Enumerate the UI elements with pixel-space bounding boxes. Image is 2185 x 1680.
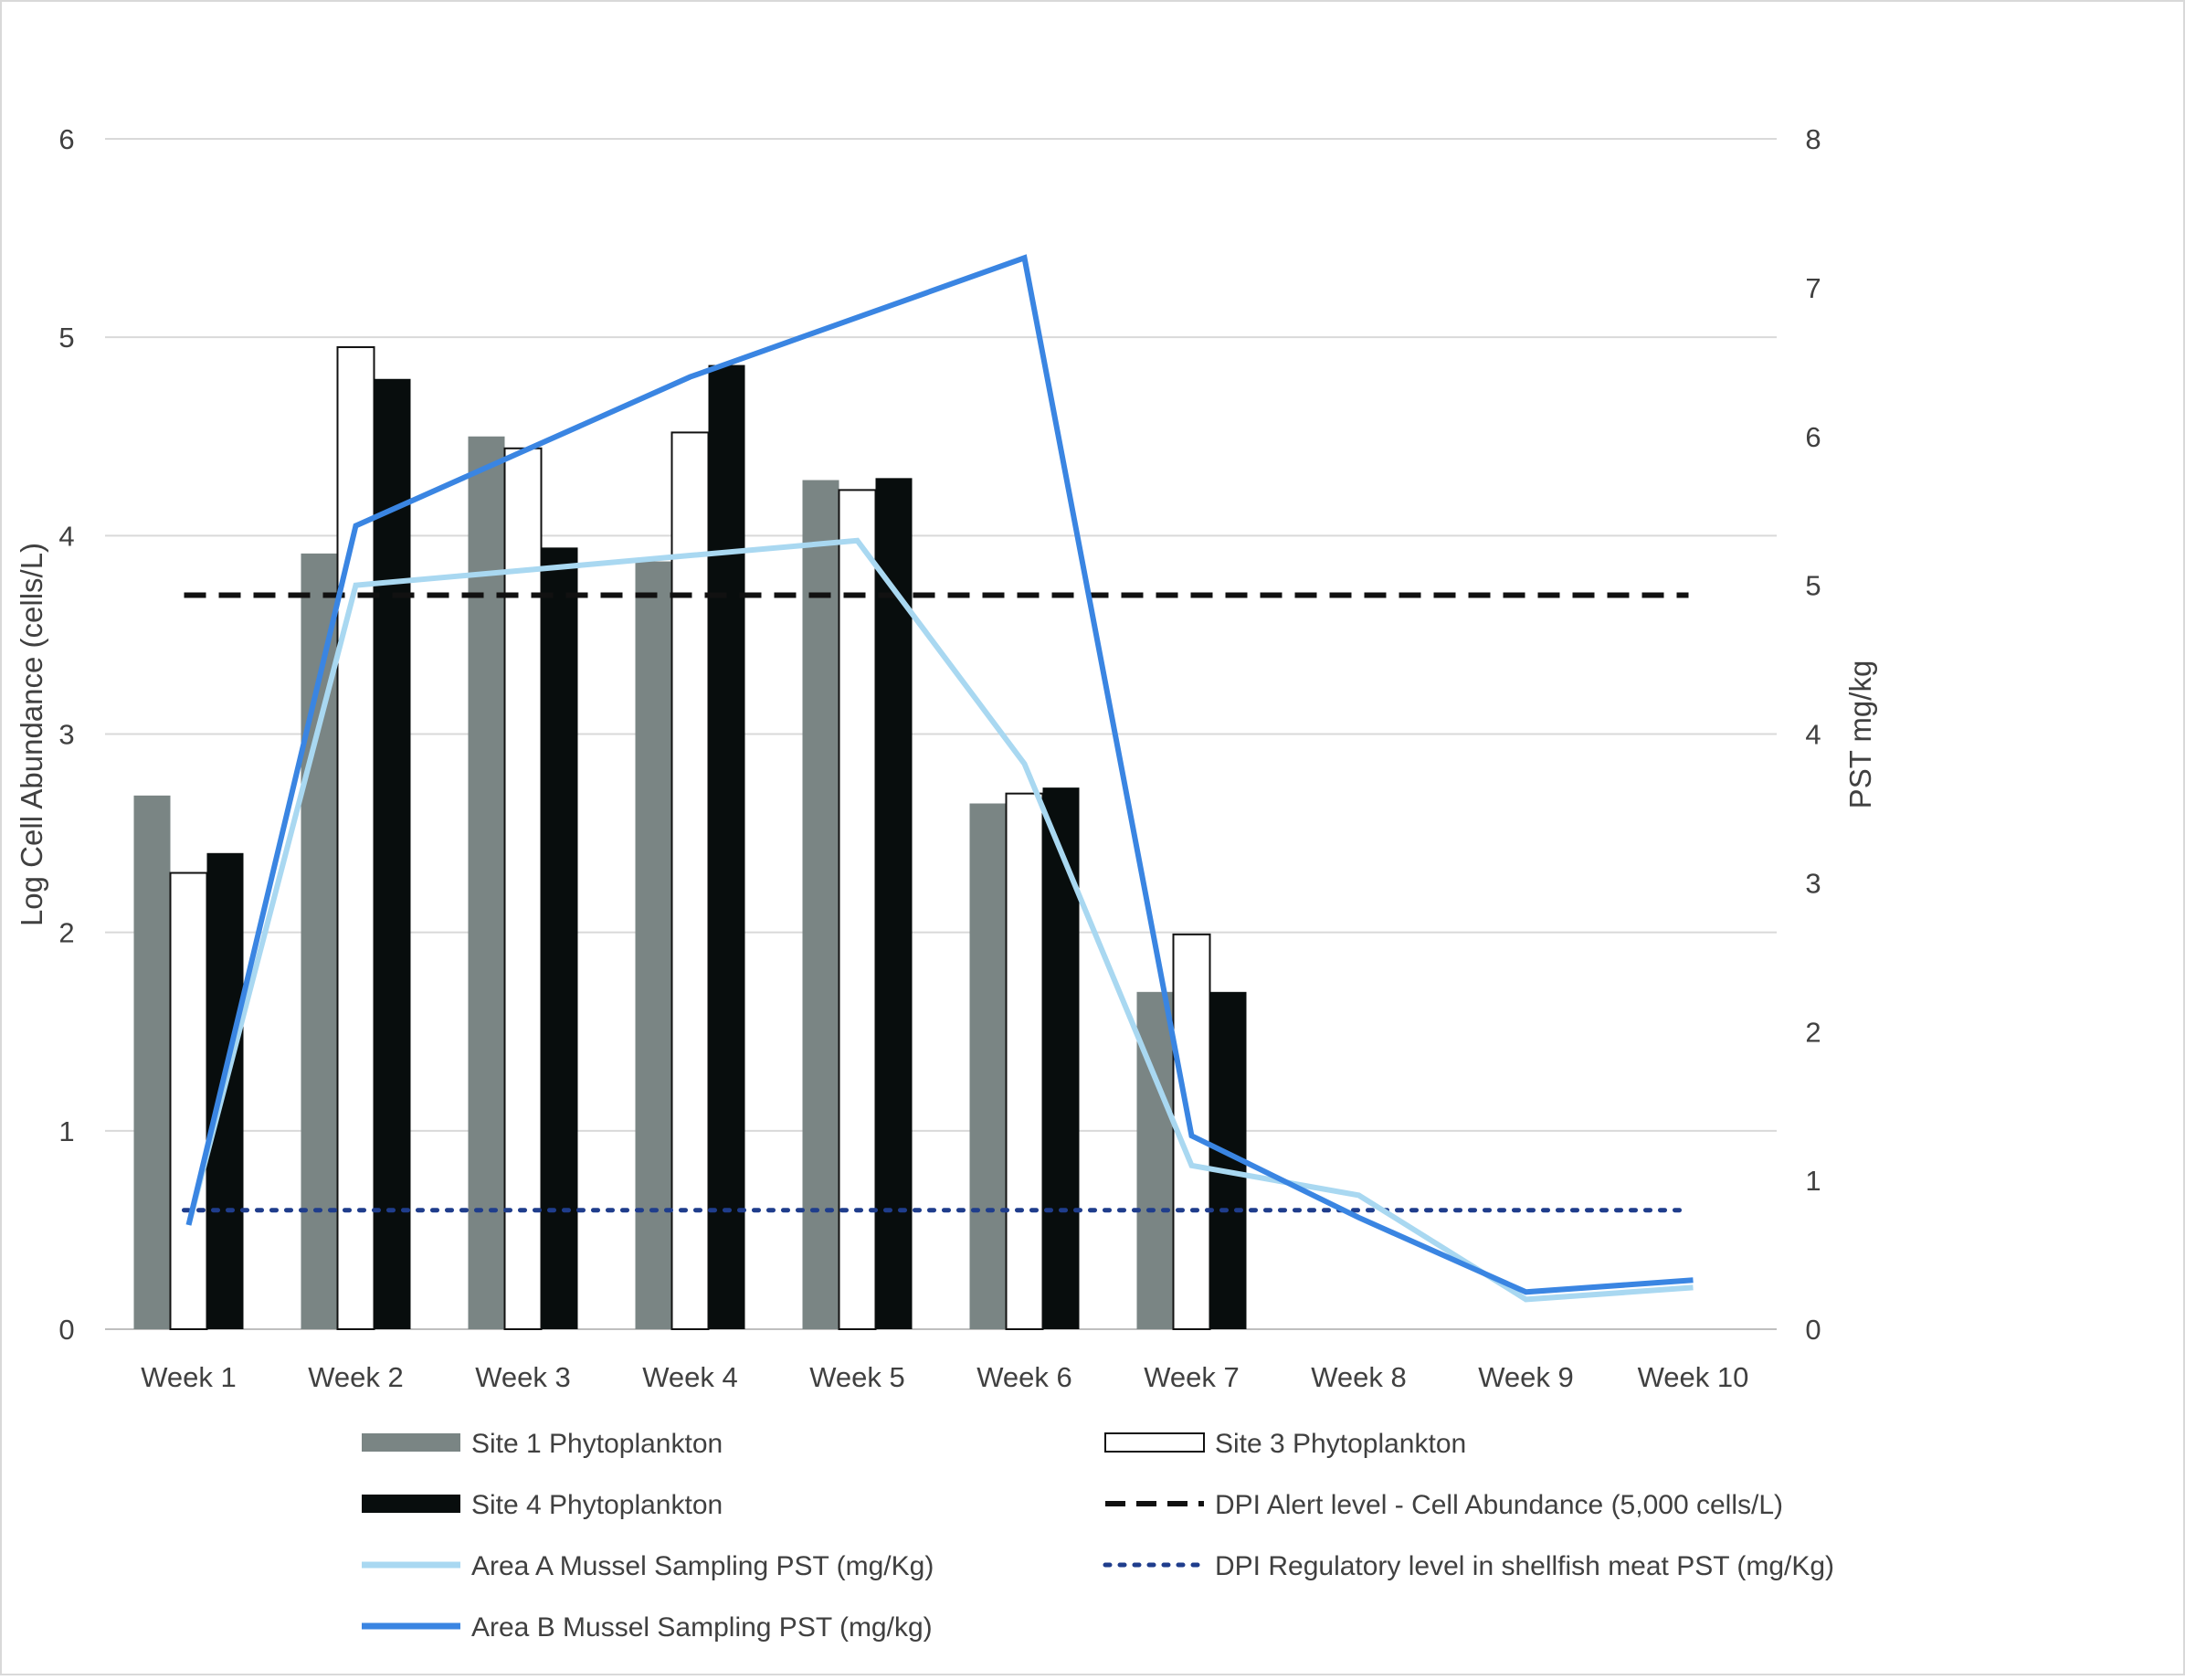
bar-1-week-6 xyxy=(969,803,1007,1329)
bar-2-week-5 xyxy=(838,489,877,1330)
y2-tick-label: 6 xyxy=(1805,421,1821,453)
line-series-area-b xyxy=(185,254,1694,1295)
x-tick-label: Week 4 xyxy=(642,1361,738,1393)
y2-tick-label: 5 xyxy=(1805,570,1821,602)
line-series-area-a xyxy=(185,537,1694,1303)
x-tick-label: Week 6 xyxy=(976,1361,1072,1393)
x-tick-label: Week 5 xyxy=(809,1361,905,1393)
legend-label: DPI Regulatory level in shellfish meat P… xyxy=(1215,1551,1834,1581)
legend-swatch xyxy=(362,1495,460,1513)
y-tick-label: 5 xyxy=(58,322,74,354)
y-axis-title: Log Cell Abundance (cells/L) xyxy=(15,543,48,926)
y2-tick-label: 2 xyxy=(1805,1016,1821,1048)
x-tick-label: Week 7 xyxy=(1144,1361,1240,1393)
y-tick-label: 6 xyxy=(58,123,74,155)
x-axis-ticks: Week 1 Week 2 Week 3 Week 4 Week 5 Week 6 Week… xyxy=(141,1361,1748,1393)
bar-1-week-5 xyxy=(802,480,839,1329)
y2-tick-label: 3 xyxy=(1805,867,1821,899)
bar-3-week-3 xyxy=(541,547,578,1329)
line-series xyxy=(185,254,1694,1303)
y2-tick-label: 4 xyxy=(1805,719,1821,751)
x-tick-label: Week 3 xyxy=(475,1361,571,1393)
bar-3-week-4 xyxy=(708,365,745,1329)
legend: Site 1 Phytoplankton Site 3 Phytoplankton… xyxy=(362,1429,1834,1643)
y-axis-ticks: 0 1 2 3 4 5 6 xyxy=(58,123,74,1346)
y2-axis-ticks: 0 1 2 3 4 5 6 7 8 xyxy=(1805,123,1821,1346)
y-tick-label: 1 xyxy=(58,1115,74,1147)
bar-1-week-3 xyxy=(468,436,505,1329)
legend-label: Site 3 Phytoplankton xyxy=(1215,1429,1466,1459)
y-tick-label: 4 xyxy=(58,520,74,552)
x-tick-label: Week 1 xyxy=(141,1361,237,1393)
legend-label: Area B Mussel Sampling PST (mg/kg) xyxy=(471,1612,933,1643)
y2-tick-label: 7 xyxy=(1805,272,1821,304)
bar-2-week-3 xyxy=(503,447,543,1330)
y-tick-label: 2 xyxy=(58,917,74,949)
legend-label: Site 1 Phytoplankton xyxy=(471,1429,723,1459)
legend-label: Area A Mussel Sampling PST (mg/Kg) xyxy=(471,1551,934,1581)
bar-3-week-2 xyxy=(374,378,411,1329)
bar-2-week-4 xyxy=(670,431,710,1330)
y2-axis-title: PST mg/kg xyxy=(1843,660,1877,809)
bar-1-week-4 xyxy=(635,561,672,1329)
bar-3-week-5 xyxy=(875,478,913,1329)
y2-tick-label: 0 xyxy=(1805,1314,1821,1346)
x-tick-label: Week 10 xyxy=(1638,1361,1749,1393)
y2-tick-label: 1 xyxy=(1805,1165,1821,1197)
y2-tick-label: 8 xyxy=(1805,123,1821,155)
legend-swatch xyxy=(1104,1432,1205,1453)
bar-2-week-2 xyxy=(336,346,375,1330)
bar-2-week-1 xyxy=(169,872,208,1330)
x-tick-label: Week 2 xyxy=(308,1361,404,1393)
legend-label: Site 4 Phytoplankton xyxy=(471,1490,723,1520)
bars xyxy=(133,346,1247,1330)
legend-label: DPI Alert level - Cell Abundance (5,000 … xyxy=(1215,1490,1783,1520)
reference-lines xyxy=(182,592,1691,1213)
bar-3-week-6 xyxy=(1042,787,1080,1329)
y-tick-label: 3 xyxy=(58,719,74,751)
legend-swatch xyxy=(362,1433,460,1452)
y-tick-label: 0 xyxy=(58,1314,74,1346)
x-tick-label: Week 8 xyxy=(1311,1361,1407,1393)
x-tick-label: Week 9 xyxy=(1478,1361,1574,1393)
bar-1-week-1 xyxy=(133,795,171,1329)
bar-2-week-6 xyxy=(1005,792,1044,1330)
